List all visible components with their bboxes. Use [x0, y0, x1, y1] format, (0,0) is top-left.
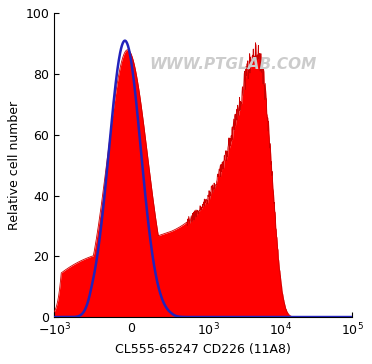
Text: WWW.PTGLAB.COM: WWW.PTGLAB.COM — [150, 58, 317, 72]
Y-axis label: Relative cell number: Relative cell number — [8, 100, 21, 230]
X-axis label: CL555-65247 CD226 (11A8): CL555-65247 CD226 (11A8) — [115, 343, 291, 356]
